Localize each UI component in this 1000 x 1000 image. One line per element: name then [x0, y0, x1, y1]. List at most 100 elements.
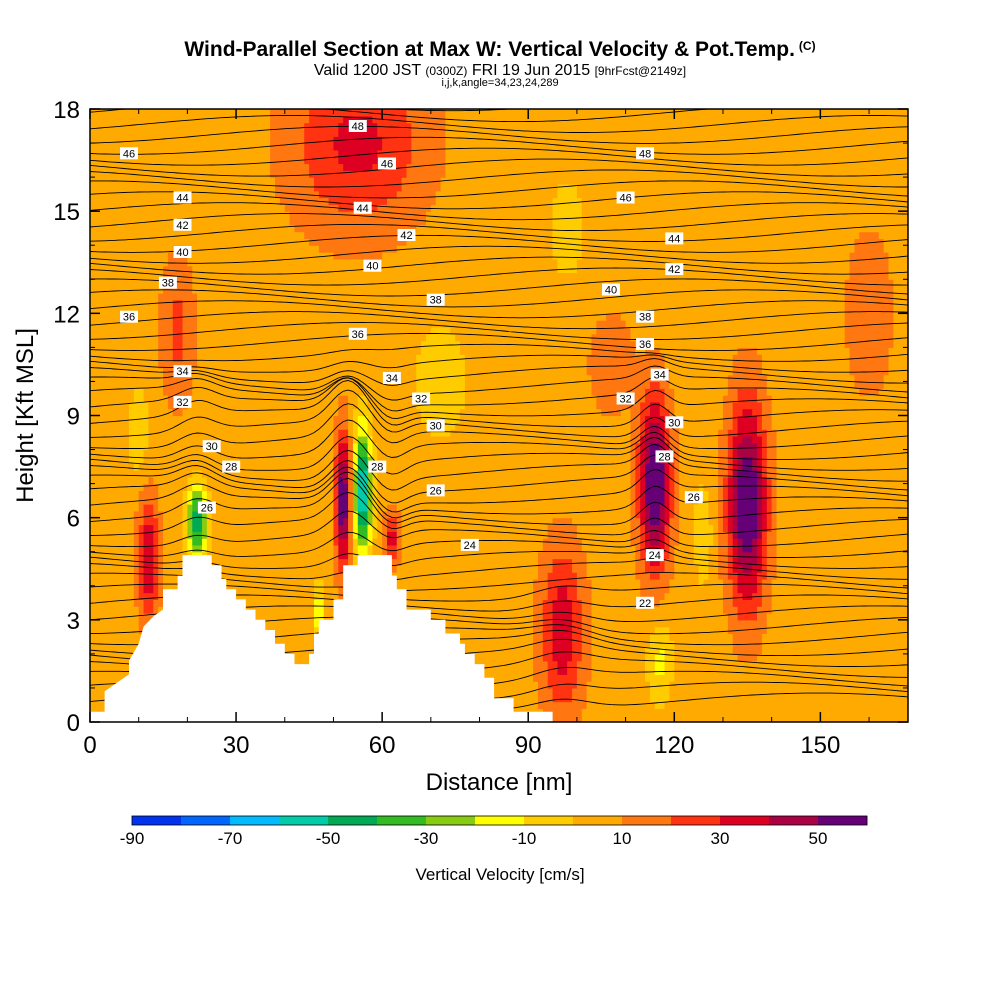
w-cell [674, 640, 734, 648]
w-cell [761, 504, 768, 512]
w-cell [372, 415, 422, 423]
w-cell [158, 585, 164, 594]
w-cell [669, 381, 729, 389]
w-cell [90, 265, 164, 274]
w-cell [143, 524, 154, 532]
w-cell [737, 572, 758, 580]
w-cell [761, 565, 768, 573]
w-cell [313, 183, 403, 192]
w-cell [338, 544, 349, 553]
w-cell [727, 456, 734, 464]
w-cell [552, 224, 583, 233]
w-cell [333, 456, 339, 464]
w-cell [718, 442, 729, 451]
w-cell [737, 517, 758, 526]
colorbar-swatch [769, 816, 819, 825]
colorbar-swatch [671, 816, 721, 825]
w-cell [377, 490, 632, 498]
w-cell [664, 361, 734, 369]
w-cell [732, 408, 744, 417]
w-cell [357, 544, 369, 553]
w-cell [367, 435, 374, 444]
x-tick-label: 90 [515, 732, 542, 759]
w-cell [163, 538, 184, 546]
w-cell [893, 320, 908, 328]
w-cell [338, 504, 349, 512]
w-cell [372, 544, 383, 553]
w-cell [372, 469, 378, 478]
w-cell [718, 449, 729, 457]
theta-contour [90, 109, 908, 123]
w-cell [338, 538, 349, 546]
w-cell [90, 326, 159, 335]
w-cell [771, 524, 778, 532]
w-cell [776, 538, 908, 546]
w-cell [645, 653, 656, 662]
w-cell [761, 422, 773, 430]
w-cell [172, 354, 184, 362]
w-cell [182, 544, 188, 553]
w-cell [143, 449, 335, 457]
w-cell [158, 578, 164, 587]
w-cell [304, 129, 339, 137]
w-cell [294, 224, 417, 233]
y-tick-label: 15 [53, 199, 80, 226]
w-cell [425, 217, 554, 226]
w-cell [333, 531, 339, 539]
w-cell [576, 674, 593, 682]
w-cell [318, 245, 398, 253]
w-cell [664, 565, 675, 573]
w-cell [718, 463, 729, 471]
w-cell [90, 354, 159, 362]
w-cell [143, 578, 154, 587]
contour-label: 26 [430, 485, 442, 497]
w-cell [372, 497, 378, 505]
w-cell [727, 442, 734, 451]
w-cell [844, 313, 894, 321]
w-cell [844, 306, 894, 314]
w-cell [192, 279, 846, 287]
w-cell [679, 538, 695, 546]
w-cell [640, 551, 651, 560]
w-cell [377, 449, 632, 457]
w-cell [737, 429, 758, 437]
w-cell [669, 626, 729, 635]
w-cell [757, 653, 908, 662]
w-cell [352, 544, 359, 553]
w-cell [352, 497, 359, 505]
w-cell [187, 476, 208, 485]
w-cell [182, 531, 188, 539]
w-cell [679, 524, 695, 532]
contour-label: 46 [381, 159, 393, 171]
w-cell [776, 469, 908, 478]
w-cell [679, 476, 719, 485]
w-cell [732, 449, 739, 457]
w-cell [133, 531, 140, 539]
colorbar-swatch [622, 816, 672, 825]
w-cell [557, 585, 568, 594]
contour-label: 48 [352, 121, 364, 133]
w-cell [640, 456, 646, 464]
w-cell [533, 592, 549, 600]
w-cell [153, 578, 159, 587]
w-cell [396, 531, 403, 539]
w-cell [557, 183, 578, 192]
w-cell [888, 272, 908, 280]
w-cell [445, 115, 908, 124]
w-cell [372, 510, 378, 519]
contour-label-box [222, 460, 241, 473]
w-cell [674, 395, 724, 403]
w-cell [377, 504, 388, 512]
w-cell [377, 510, 383, 519]
w-cell [742, 592, 753, 600]
w-cell [90, 367, 164, 376]
w-cell [367, 395, 417, 403]
w-cell [674, 504, 680, 512]
w-cell [664, 490, 671, 498]
w-cell [338, 490, 349, 498]
w-cell [718, 524, 724, 532]
w-cell [148, 415, 335, 423]
w-cell [679, 456, 719, 464]
w-cell [591, 599, 646, 607]
contour-label-box [460, 538, 479, 551]
